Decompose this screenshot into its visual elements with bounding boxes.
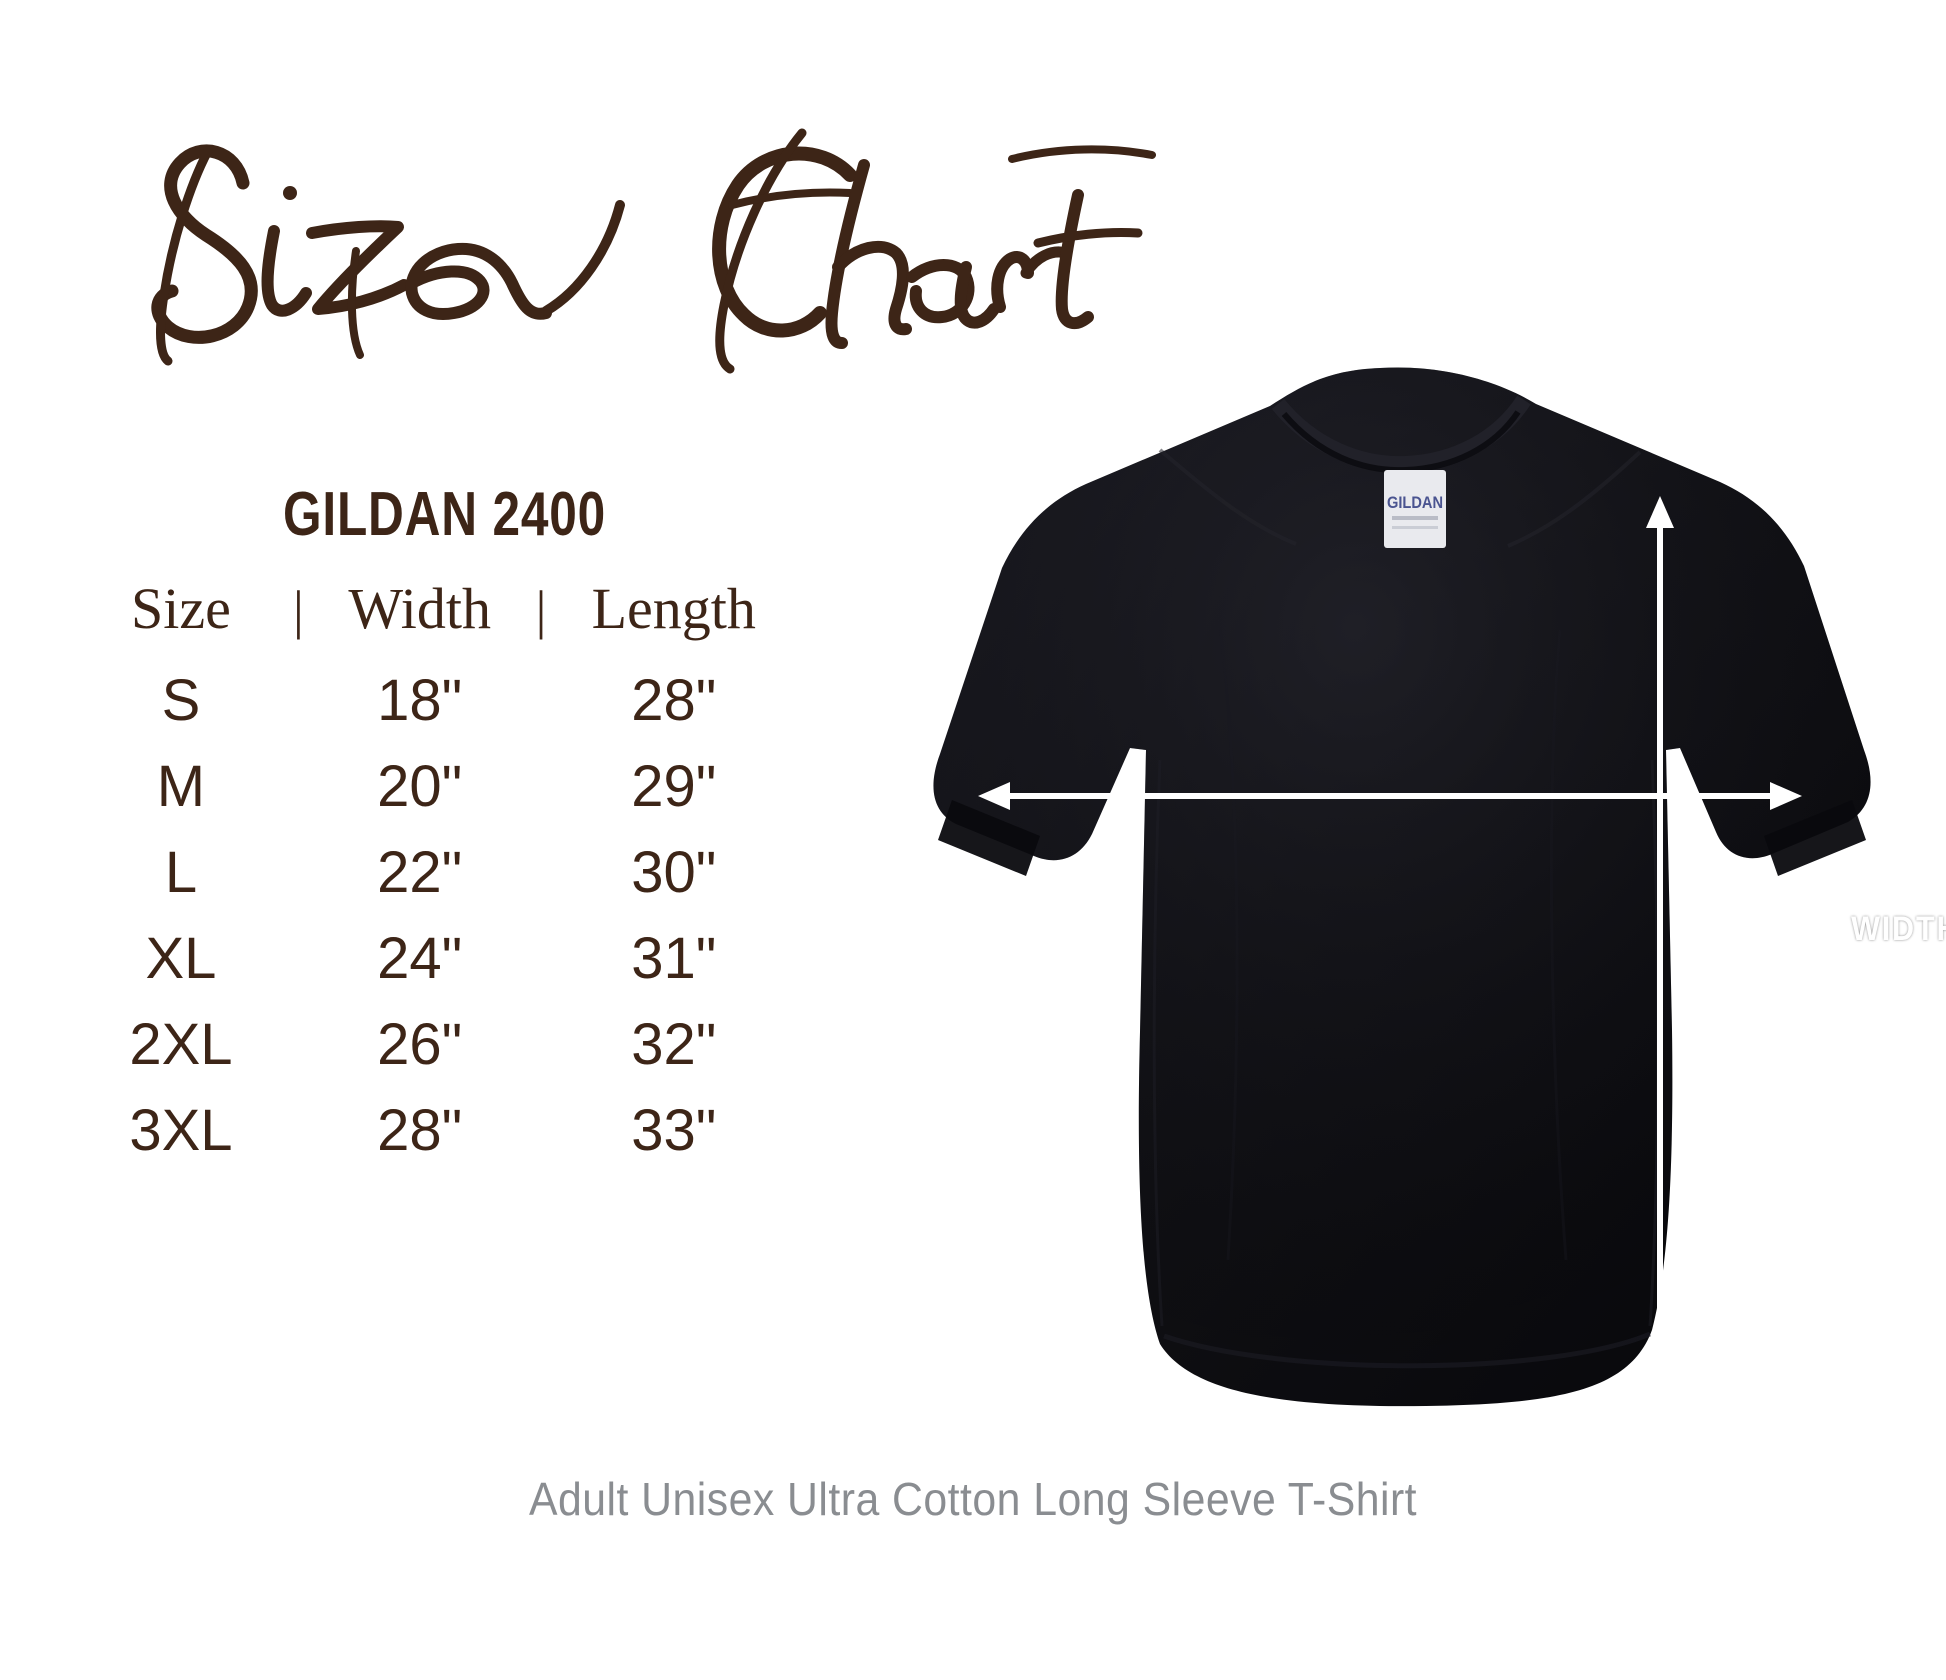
table-body: S 18" 28" M 20" 29" L 22" 30"	[95, 672, 775, 1188]
table-header-row: Size | Width | Length	[95, 580, 775, 656]
column-separator-1: |	[293, 580, 304, 640]
table-row: S 18" 28"	[95, 672, 775, 758]
cell-length: 30"	[631, 840, 717, 905]
width-measure-label: WIDTH	[1851, 910, 1946, 948]
width-arrow	[978, 782, 1802, 810]
column-header-width: Width	[348, 576, 492, 641]
column-header-length: Length	[591, 576, 756, 641]
cell-width: 20"	[377, 754, 463, 819]
size-table: Size | Width | Length S 18" 28" M 20" 29…	[95, 580, 775, 1188]
brand-heading: GILDAN 2400	[283, 480, 607, 549]
table-row: XL 24" 31"	[95, 930, 775, 1016]
cell-length: 28"	[631, 668, 717, 733]
product-caption: Adult Unisex Ultra Cotton Long Sleeve T-…	[528, 1473, 1418, 1525]
table-row: 2XL 26" 32"	[95, 1016, 775, 1102]
cell-size: S	[161, 668, 201, 733]
cell-width: 18"	[377, 668, 463, 733]
cell-width: 22"	[377, 840, 463, 905]
column-separator-2: |	[535, 580, 547, 640]
cell-width: 28"	[377, 1098, 463, 1163]
cell-size: L	[164, 840, 198, 905]
length-arrow	[1646, 496, 1674, 1390]
cell-length: 32"	[631, 1012, 717, 1077]
page-title: Size Chart	[60, 55, 1180, 375]
cell-width: 26"	[377, 1012, 463, 1077]
cell-size: 2XL	[129, 1012, 233, 1077]
svg-text:GILDAN: GILDAN	[1387, 494, 1443, 512]
table-row: M 20" 29"	[95, 758, 775, 844]
column-header-size: Size	[131, 576, 231, 641]
gildan-neck-tag: GILDAN	[1384, 470, 1446, 548]
table-row: 3XL 28" 33"	[95, 1102, 775, 1188]
product-photo: GILDAN WIDTH LENGTH	[860, 330, 1946, 1450]
cell-size: XL	[145, 926, 217, 991]
table-row: L 22" 30"	[95, 844, 775, 930]
cell-width: 24"	[377, 926, 463, 991]
cell-length: 33"	[631, 1098, 717, 1163]
cell-length: 29"	[631, 754, 717, 819]
shirt-silhouette	[933, 367, 1871, 1407]
cell-size: 3XL	[129, 1098, 233, 1163]
cell-size: M	[156, 754, 206, 819]
cell-length: 31"	[631, 926, 717, 991]
